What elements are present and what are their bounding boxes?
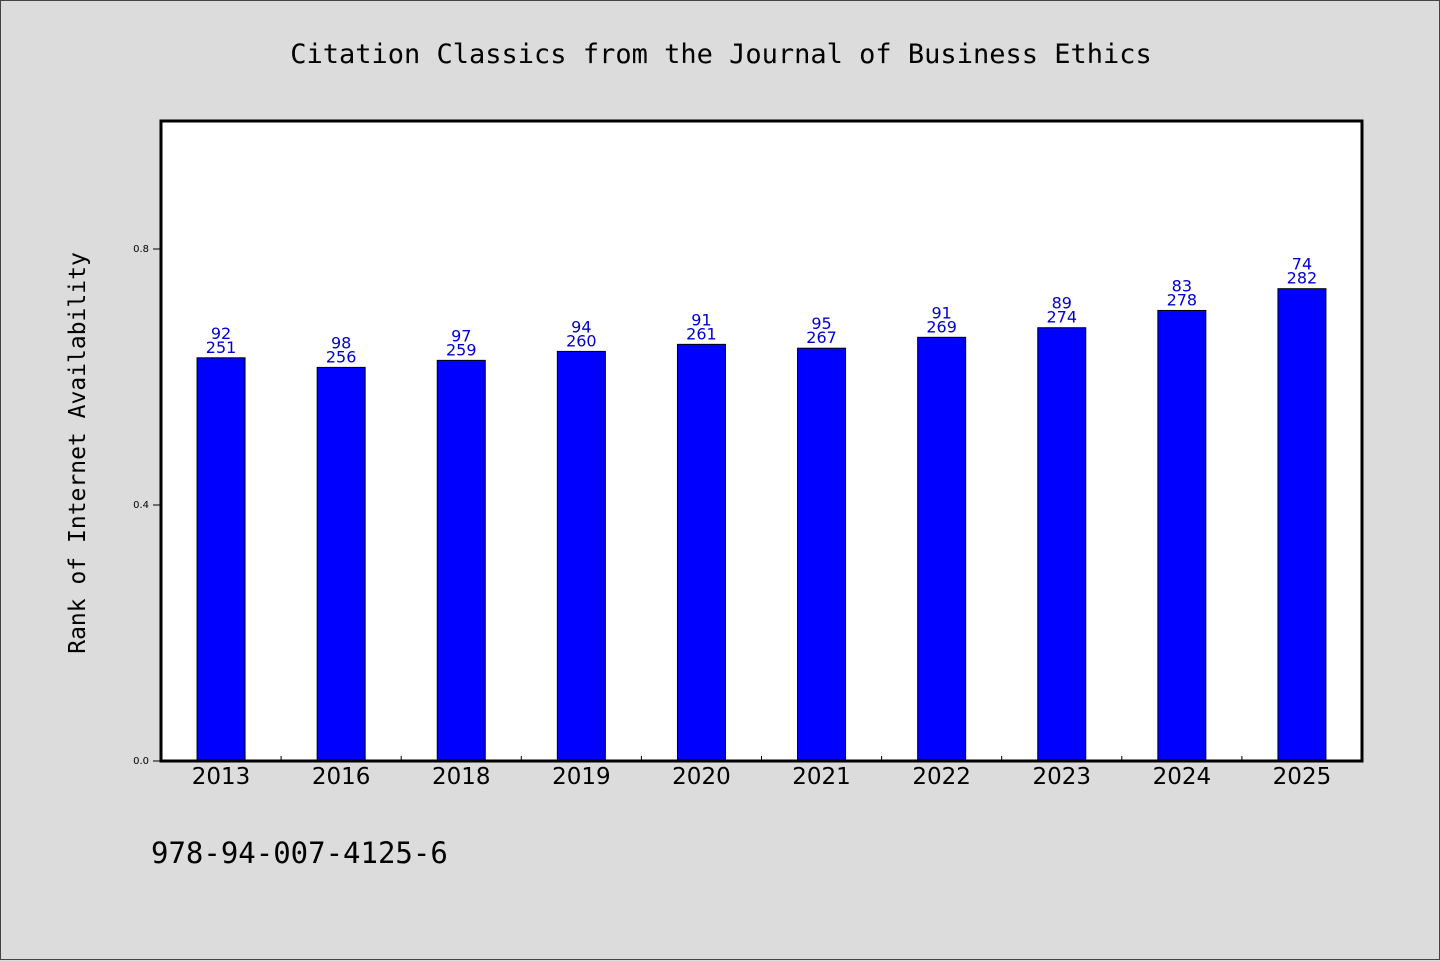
data-label-bottom-2021: 267	[806, 328, 837, 347]
x-tick-label-2013: 2013	[192, 764, 251, 790]
y-tick-label-0.4: 0.4	[133, 500, 149, 511]
isbn-footer: 978-94-007-4125-6	[151, 836, 448, 870]
bar-2025	[1277, 288, 1327, 762]
data-label-bottom-2019: 260	[566, 331, 597, 350]
bar-2020	[676, 343, 726, 762]
data-label-top-2023: 89	[1052, 294, 1072, 313]
y-tick-label-0.8: 0.8	[133, 244, 149, 255]
data-label-top-2022: 91	[931, 303, 951, 322]
data-label-bottom-2022: 269	[926, 317, 957, 336]
x-tick-label-2022: 2022	[912, 764, 971, 790]
bar-2024	[1157, 309, 1207, 762]
data-label-bottom-2018: 259	[446, 340, 477, 359]
data-label-bottom-2013: 251	[206, 338, 237, 357]
x-axis: 2013 2016 2018 2019 2020 2021 2022 2023 2024 2025	[192, 756, 1331, 790]
data-label-top-2016: 98	[331, 333, 351, 352]
bar-2022	[917, 336, 967, 762]
data-label-bottom-2016: 256	[326, 347, 357, 366]
data-label-bottom-2020: 261	[686, 324, 717, 343]
chart-title: Citation Classics from the Journal of Bu…	[290, 39, 1152, 70]
bar-2013	[196, 357, 246, 762]
x-tick-label-2025: 2025	[1273, 764, 1332, 790]
x-tick-label-2024: 2024	[1153, 764, 1212, 790]
x-tick-label-2018: 2018	[432, 764, 491, 790]
y-tick-label-0.0: 0.0	[133, 756, 149, 767]
bar-2018	[436, 359, 486, 762]
data-label-top-2020: 91	[691, 310, 711, 329]
data-label-top-2025: 74	[1292, 255, 1312, 274]
x-tick-label-2020: 2020	[672, 764, 731, 790]
data-label-bottom-2025: 282	[1287, 269, 1318, 288]
y-axis-label: Rank of Internet Availability	[65, 252, 91, 654]
bar-2019	[556, 350, 606, 762]
bar-2021	[797, 347, 847, 762]
y-axis: 0.0 0.4 0.8	[133, 244, 161, 767]
data-label-top-2021: 95	[811, 314, 831, 333]
x-tick-label-2016: 2016	[312, 764, 371, 790]
data-label-bottom-2023: 274	[1046, 308, 1077, 327]
bar-2023	[1037, 327, 1087, 762]
data-label-top-2019: 94	[571, 317, 591, 336]
bars-group	[196, 288, 1327, 762]
x-tick-label-2023: 2023	[1032, 764, 1091, 790]
bar-2016	[316, 366, 366, 762]
data-label-top-2024: 83	[1172, 276, 1192, 295]
data-label-bottom-2024: 278	[1167, 290, 1198, 309]
data-label-top-2018: 97	[451, 326, 471, 345]
x-tick-label-2021: 2021	[792, 764, 851, 790]
data-label-top-2013: 92	[211, 324, 231, 343]
x-tick-label-2019: 2019	[552, 764, 611, 790]
